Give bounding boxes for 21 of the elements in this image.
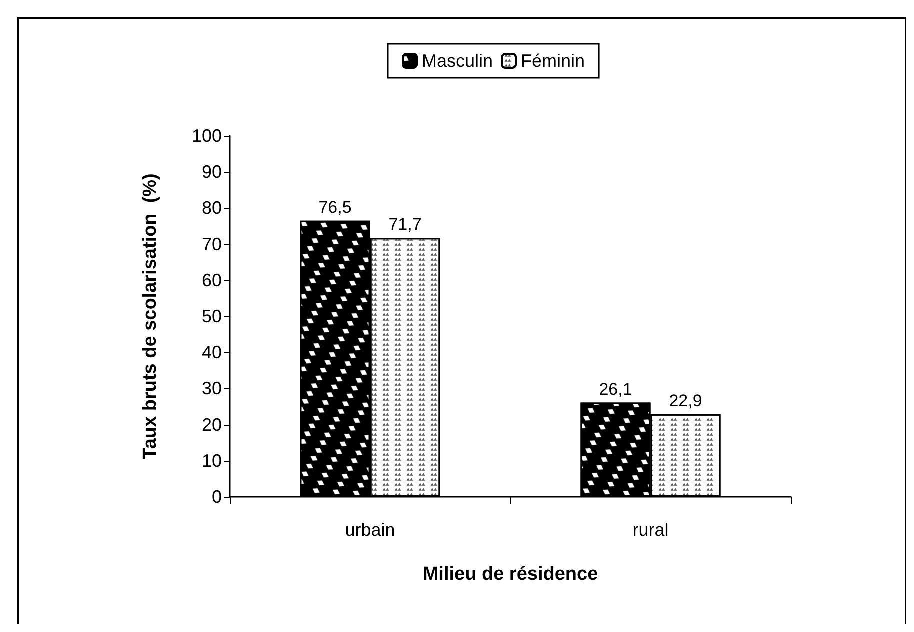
y-tick-label: 50 xyxy=(202,306,222,326)
y-tick-label: 60 xyxy=(202,270,222,290)
data-label: 26,1 xyxy=(599,380,632,399)
y-tick-label: 100 xyxy=(192,126,222,146)
y-tick-label: 0 xyxy=(212,487,222,507)
y-tick-label: 40 xyxy=(202,342,222,363)
y-tick-label: 90 xyxy=(202,162,222,182)
data-label: 76,5 xyxy=(318,198,352,217)
data-label: 71,7 xyxy=(388,215,422,234)
y-tick-label: 20 xyxy=(202,414,222,435)
y-tick-label: 10 xyxy=(202,450,222,471)
legend-label: Masculin xyxy=(422,51,494,71)
legend-label: Féminin xyxy=(521,51,586,71)
y-tick-label: 80 xyxy=(202,198,222,218)
x-tick-label: rural xyxy=(632,520,669,540)
data-label: 22,9 xyxy=(669,391,702,410)
x-axis-title: Milieu de résidence xyxy=(422,564,598,585)
y-tick-label: 30 xyxy=(202,378,222,399)
y-tick-label: 70 xyxy=(202,234,222,254)
y-axis-title: Taux bruts de scolarisation (%) xyxy=(140,174,161,460)
x-tick-label: urbain xyxy=(345,520,396,540)
